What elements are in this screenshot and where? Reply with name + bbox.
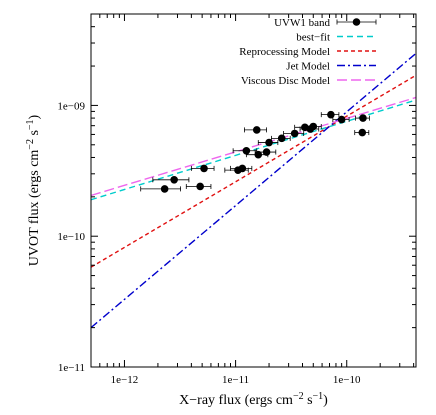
legend-marker-point <box>352 18 361 26</box>
legend-label: UVW1 band <box>274 17 330 29</box>
data-point <box>358 128 367 137</box>
data-point <box>196 182 204 191</box>
x-axis-title-mid: s <box>304 393 313 408</box>
x-tick-label: 1e−12 <box>111 374 139 386</box>
data-point <box>277 134 286 143</box>
data-point <box>309 122 318 131</box>
data-point <box>327 110 335 119</box>
data-point <box>359 114 367 122</box>
x-axis-title-exp2: −1 <box>313 391 324 402</box>
x-axis-title-end: ) <box>323 393 328 408</box>
data-point <box>290 129 299 138</box>
y-axis-title-mid: s <box>27 130 42 139</box>
series-line-jet-model <box>91 52 416 329</box>
y-tick-label: 1e−09 <box>57 100 85 112</box>
legend-label: Viscous Disc Model <box>241 75 330 87</box>
x-tick-label: 1e−11 <box>222 374 249 386</box>
legend: UVW1 band best−fit Reprocessing Model Jet M… <box>239 17 377 87</box>
x-axis-title: X−ray flux (ergs cm−2 s−1) <box>179 391 328 409</box>
y-axis-title-exp1: −2 <box>25 139 36 150</box>
plot-frame <box>90 13 417 368</box>
data-point <box>238 164 247 173</box>
legend-label: best−fit <box>296 32 330 44</box>
data-point <box>262 148 271 156</box>
series-line-viscous-disc-model <box>91 96 416 197</box>
data-point <box>200 164 208 173</box>
x-axis-title-main: X−ray flux (ergs cm <box>179 393 293 408</box>
data-point <box>254 150 263 159</box>
legend-label: Reprocessing Model <box>239 46 330 58</box>
x-tick-label: 1e−10 <box>333 374 361 386</box>
y-axis-title: UVOT flux (ergs cm−2 s−1) <box>25 114 43 266</box>
data-point <box>252 126 261 134</box>
data-point <box>242 146 251 155</box>
y-tick-label: 1e−10 <box>57 231 85 243</box>
data-point <box>170 175 178 184</box>
data-point <box>160 185 169 193</box>
x-axis-title-exp1: −2 <box>293 391 304 402</box>
y-axis-title-end: ) <box>27 114 42 119</box>
y-axis-title-exp2: −1 <box>25 119 36 130</box>
y-tick-label: 1e−11 <box>58 362 85 374</box>
y-axis-title-main: UVOT flux (ergs cm <box>27 150 42 267</box>
legend-label: Jet Model <box>286 61 330 73</box>
data-point <box>265 138 273 147</box>
data-point <box>337 115 346 124</box>
